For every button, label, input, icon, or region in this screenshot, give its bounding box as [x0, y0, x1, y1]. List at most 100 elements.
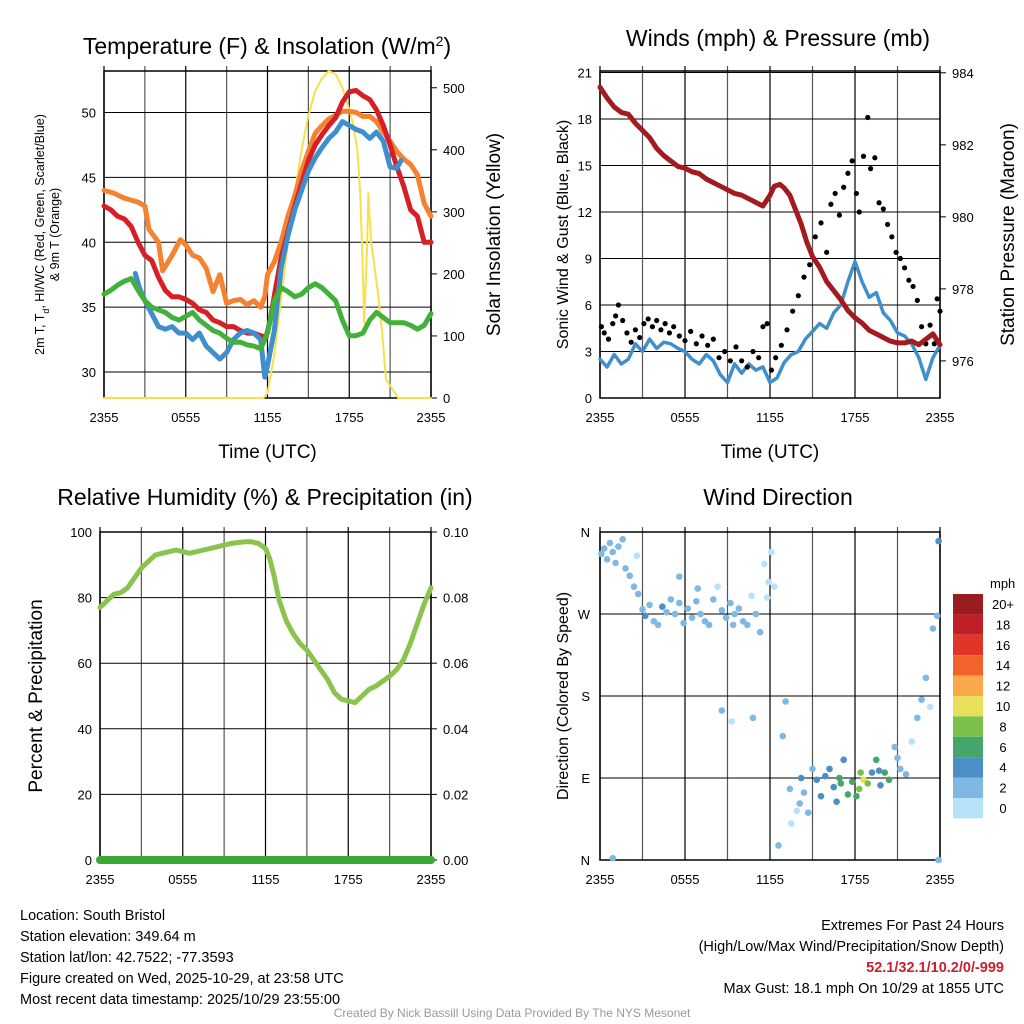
legend-swatch: [953, 594, 983, 615]
wind-direction-point: [935, 537, 942, 545]
wind-direction-point: [891, 743, 898, 751]
y-tick-label: 30: [82, 365, 96, 380]
extremes-values: 52.1/32.1/10.2/0/-999: [866, 960, 1004, 976]
figure-created-text: Figure created on Wed, 2025-10-29, at 23…: [20, 971, 344, 987]
legend-label: 6: [999, 740, 1006, 755]
gust-point: [795, 293, 801, 299]
x-tick-label: 0555: [168, 872, 197, 887]
chart-panel-4: Wind Direction N E S W N 2355 0555 1155 1755 2355 D…: [555, 484, 1015, 887]
wind-direction-point: [804, 809, 812, 816]
x-tick-label: 2355: [586, 410, 615, 425]
wind-direction-point: [768, 548, 775, 556]
y-tick-label: 80: [78, 591, 92, 606]
gust-point: [773, 355, 779, 361]
gust-point: [637, 334, 643, 341]
plot-frame: [103, 70, 432, 399]
wind-direction-point: [840, 756, 847, 764]
wind-direction-point: [763, 594, 771, 601]
x-tick-label: 1155: [756, 872, 784, 887]
y2-tick-label: 0.04: [443, 722, 468, 737]
x-tick-label: 2355: [417, 872, 446, 887]
wind-direction-point: [615, 543, 622, 550]
gust-point: [832, 190, 838, 197]
legend-swatch: [953, 777, 983, 798]
legend-swatch: [953, 675, 983, 696]
latlon-text: Station lat/lon: 42.7522; -77.3593: [20, 950, 234, 966]
y2-tick-label: 978: [952, 282, 974, 297]
wind-direction-point: [731, 610, 738, 618]
legend-title: mph: [990, 576, 1015, 591]
wind-direction-point: [765, 578, 772, 586]
wind-direction-point: [855, 785, 863, 793]
x-tick-label: 2355: [417, 410, 446, 425]
wind-direction-point: [722, 614, 730, 621]
relative-humidity-line: [97, 539, 434, 706]
wind-direction-point: [787, 820, 795, 827]
wind-direction-point: [830, 783, 838, 791]
legend-swatch: [953, 655, 983, 676]
y-axis-label: Percent & Precipitation: [26, 599, 47, 792]
x-tick-label: 0555: [671, 410, 700, 425]
x-axis-label: Time (UTC): [721, 442, 820, 463]
gust-point: [722, 348, 728, 355]
gust-point: [716, 355, 722, 361]
gust-point: [865, 114, 871, 121]
wind-direction-point: [844, 791, 852, 798]
plot-frame: [599, 70, 941, 399]
y-tick-label: W: [578, 607, 591, 622]
wind-direction-point: [684, 605, 692, 612]
wind-direction-point: [654, 621, 662, 629]
wind-direction-point: [908, 738, 915, 745]
gust-point: [801, 274, 807, 280]
wind-direction-point: [744, 621, 751, 629]
wind-direction-point: [837, 780, 845, 787]
wind-direction-point: [929, 625, 937, 632]
legend-label: 0: [999, 801, 1006, 816]
wind-direction-point: [775, 842, 782, 849]
y-tick-label: E: [581, 771, 590, 786]
gust-point: [727, 358, 733, 364]
x-tick-label: 1155: [254, 410, 282, 425]
gust-point: [778, 342, 784, 348]
wind-direction-point: [718, 707, 726, 714]
gust-point: [662, 321, 668, 327]
wind-direction-point: [922, 674, 930, 682]
y2-tick-label: 980: [952, 210, 974, 225]
gust-point: [918, 324, 925, 330]
y2-tick-label: 0: [443, 391, 450, 406]
2m-td-line: [101, 276, 434, 352]
wind-direction-point: [918, 696, 925, 703]
gust-point: [927, 322, 933, 328]
y-tick-label: N: [581, 853, 590, 868]
y2-tick-label: 0.02: [443, 787, 468, 802]
y-tick-label: 3: [585, 345, 592, 360]
wind-direction-point: [714, 583, 721, 590]
wind-direction-point: [633, 552, 641, 559]
y2-axis-label: Station Pressure (Maroon): [998, 123, 1019, 346]
gust-point: [897, 255, 903, 262]
chart-panel-1: Temperature (F) & Insolation (W/m2) 30 35 4…: [33, 33, 505, 463]
sonic-wind-line: [598, 259, 942, 385]
wind-direction-point: [881, 769, 889, 776]
y-tick-label: 6: [585, 298, 592, 313]
wind-direction-point: [864, 780, 872, 787]
gust-point: [632, 327, 639, 333]
y2-tick-label: 0.00: [443, 853, 468, 868]
x-tick-label: 2355: [86, 872, 115, 887]
gust-point: [812, 234, 818, 240]
y-tick-label: 12: [578, 205, 592, 220]
hi-wc-line: [132, 119, 404, 380]
y-tick-label: N: [581, 525, 590, 540]
chart-title: Relative Humidity (%) & Precipitation (i…: [57, 484, 472, 510]
gust-point: [750, 348, 756, 355]
x-tick-label: 2355: [90, 410, 119, 425]
gust-point: [824, 249, 830, 255]
gust-point: [671, 324, 677, 330]
extremes-title: Extremes For Past 24 Hours: [821, 918, 1004, 934]
gust-point: [645, 316, 651, 322]
wind-direction-point: [710, 596, 717, 603]
y-axis-label: 2m T, Td, HI/WC (Red, Green, Scarlet/Blu…: [33, 114, 51, 355]
gust-point: [628, 339, 634, 345]
y-tick-label: 0: [85, 853, 92, 868]
gust-point: [841, 184, 847, 190]
